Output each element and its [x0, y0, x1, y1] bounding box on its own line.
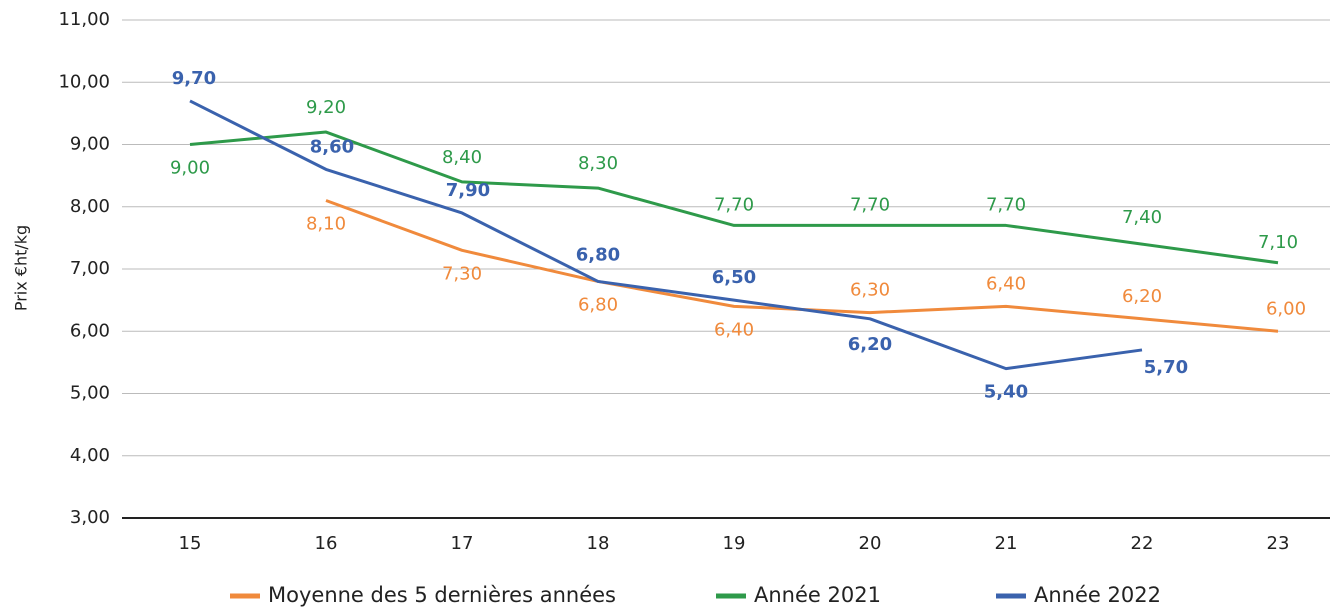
- x-tick-label: 20: [859, 533, 882, 554]
- data-label: 6,80: [576, 244, 620, 265]
- x-tick-label: 16: [315, 533, 338, 554]
- data-label: 7,70: [714, 194, 754, 215]
- data-label: 6,00: [1266, 298, 1306, 319]
- data-label: 9,20: [306, 97, 346, 118]
- data-label: 6,20: [848, 334, 892, 355]
- series-line: [189, 99, 1143, 371]
- y-tick-label: 11,00: [58, 9, 110, 30]
- data-label: 5,40: [984, 382, 1028, 403]
- data-label: 9,00: [170, 158, 210, 179]
- y-tick-label: 8,00: [70, 196, 110, 217]
- data-label: 9,70: [172, 68, 216, 89]
- y-tick-label: 4,00: [70, 445, 110, 466]
- data-label: 8,60: [310, 136, 354, 157]
- y-tick-label: 6,00: [70, 320, 110, 341]
- x-tick-label: 18: [587, 533, 610, 554]
- x-tick-label: 22: [1131, 533, 1154, 554]
- data-label: 6,20: [1122, 286, 1162, 307]
- legend-label: Moyenne des 5 dernières années: [268, 583, 616, 607]
- data-label: 7,30: [442, 263, 482, 284]
- y-tick-label: 7,00: [70, 258, 110, 279]
- y-tick-label: 9,00: [70, 134, 110, 155]
- data-label: 7,70: [986, 194, 1026, 215]
- data-label: 6,40: [986, 273, 1026, 294]
- data-label: 6,30: [850, 280, 890, 301]
- x-tick-label: 23: [1267, 533, 1290, 554]
- data-label: 7,90: [446, 180, 490, 201]
- y-axis-label: Prix €ht/kg: [12, 225, 31, 311]
- data-label: 7,10: [1258, 232, 1298, 253]
- data-label: 5,70: [1144, 357, 1188, 378]
- x-tick-label: 17: [451, 533, 474, 554]
- legend-label: Année 2021: [754, 583, 881, 607]
- data-label: 7,70: [850, 194, 890, 215]
- legend-label: Année 2022: [1034, 583, 1161, 607]
- y-tick-label: 10,00: [58, 71, 110, 92]
- data-label: 8,30: [578, 153, 618, 174]
- data-label: 8,10: [306, 214, 346, 235]
- data-label: 6,40: [714, 319, 754, 340]
- y-tick-label: 5,00: [70, 383, 110, 404]
- data-label: 6,80: [578, 294, 618, 315]
- x-tick-label: 19: [723, 533, 746, 554]
- data-label: 7,40: [1122, 207, 1162, 228]
- data-label: 6,50: [712, 267, 756, 288]
- x-tick-label: 21: [995, 533, 1018, 554]
- x-tick-label: 15: [179, 533, 202, 554]
- data-label: 8,40: [442, 147, 482, 168]
- y-tick-label: 3,00: [70, 507, 110, 528]
- series-line: [189, 130, 1279, 265]
